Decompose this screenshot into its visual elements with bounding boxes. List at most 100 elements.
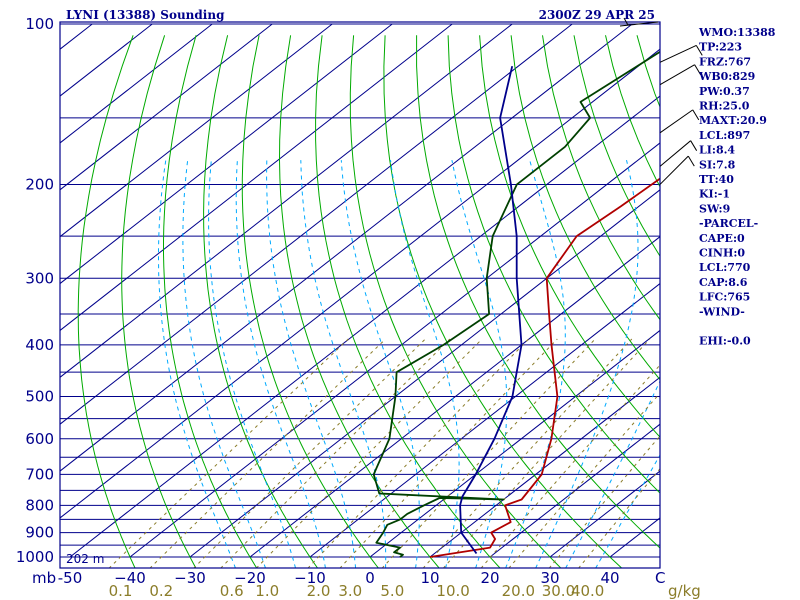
mixing-ratio-tick-label: 40.0	[571, 582, 604, 600]
pressure-tick-label: 800	[25, 496, 54, 514]
dry-adiabat-line	[121, 35, 197, 568]
dry-adiabat-line	[241, 35, 379, 568]
temperature-tick-label: −30	[174, 569, 206, 587]
wind-barb-staff	[619, 21, 659, 27]
mixing-ratio-tick-label: 2.0	[307, 582, 331, 600]
sounding-index: CINH:0	[699, 247, 745, 260]
pressure-unit-label: mb	[32, 569, 56, 587]
sounding-index: TT:40	[699, 173, 734, 186]
sounding-index: SI:7.8	[699, 158, 736, 171]
dry-adiabat-line	[163, 35, 258, 568]
sounding-index: MAXT:20.9	[699, 114, 767, 127]
moist-adiabat-line	[158, 160, 236, 568]
pressure-tick-label: 1000	[16, 548, 54, 566]
dry-adiabat-line	[278, 35, 440, 568]
mixing-ratio-line	[307, 338, 529, 568]
moist-adiabat-line	[390, 160, 460, 568]
sounding-index: -PARCEL-	[699, 217, 758, 230]
sounding-index: PW:0.37	[699, 85, 750, 98]
sounding-index: TP:223	[699, 41, 742, 54]
temperature-tick-label: −10	[294, 569, 326, 587]
wind-barb-staff	[659, 109, 694, 134]
valid-time: 2300Z 29 APR 25	[539, 8, 655, 22]
temperature-tick-label: 20	[480, 569, 499, 587]
mixing-ratio-line	[508, 392, 660, 568]
sounding-index: LFC:765	[699, 291, 750, 304]
wind-barb-flag	[695, 45, 703, 56]
sounding-index: WB0:829	[698, 70, 755, 83]
wind-barbs	[619, 17, 703, 185]
mixing-ratio-tick-label: 30.0	[542, 582, 575, 600]
mixing-ratio-line	[220, 338, 451, 568]
isotherm-line	[60, 23, 573, 425]
wind-barb-flag	[690, 140, 698, 151]
dry-adiabat-line	[510, 35, 660, 381]
wind-barb-staff	[659, 140, 691, 167]
pressure-tick-label: 900	[25, 524, 54, 542]
mixing-ratio-unit-label: g/kg	[668, 582, 701, 600]
isotherm-line	[60, 23, 513, 378]
sounding-index: EHI:-0.0	[699, 335, 751, 348]
temperature-tick-label: −20	[234, 569, 266, 587]
isotherm-line	[60, 23, 453, 332]
isotherm-line	[60, 48, 660, 519]
dry-adiabat-line	[315, 35, 501, 568]
wind-barb-staff	[659, 155, 689, 185]
mixing-ratio-line	[108, 338, 349, 568]
mixing-ratio-tick-label: 5.0	[380, 582, 404, 600]
temperature-trace	[429, 177, 660, 558]
dry-adiabat-line	[573, 35, 660, 258]
mixing-ratio-tick-label: 1.0	[255, 582, 279, 600]
moist-adiabat-line	[266, 160, 356, 568]
moist-adiabat-line	[505, 159, 566, 568]
dry-adiabat-line	[479, 35, 660, 438]
isotherm-line	[60, 23, 633, 472]
pressure-tick-label: 600	[25, 430, 54, 448]
pressure-tick-label: 200	[25, 175, 54, 193]
mixing-ratio-tick-label: 0.1	[109, 582, 133, 600]
temperature-tick-label: 10	[420, 569, 439, 587]
temperature-unit-label: C	[655, 569, 665, 587]
mixing-ratio-tick-label: 3.0	[338, 582, 362, 600]
wind-barb-staff	[659, 64, 695, 86]
mixing-ratio-line	[149, 338, 386, 568]
sounding-index: LCL:770	[699, 261, 751, 274]
mixing-ratio-tick-label: 20.0	[502, 582, 535, 600]
sounding-index: CAPE:0	[699, 232, 745, 245]
temperature-tick-label: 0	[365, 569, 375, 587]
pressure-tick-label: 400	[25, 336, 54, 354]
pressure-tick-label: 300	[25, 269, 54, 287]
plot-frame	[59, 21, 661, 569]
sounding-index: RH:25.0	[699, 100, 750, 113]
moist-adiabat-line	[235, 160, 326, 568]
dry-adiabat-line	[349, 35, 562, 568]
temperature-tick-label: −40	[114, 569, 146, 587]
sounding-index: CAP:8.6	[699, 276, 748, 289]
parcel-trace	[459, 65, 523, 555]
isotherm-line	[60, 23, 213, 144]
pressure-tick-label: 700	[25, 465, 54, 483]
pressure-tick-label: 100	[25, 15, 54, 33]
dry-adiabat-line	[77, 35, 136, 568]
chart-title: LYNI (13388) Sounding	[66, 8, 225, 22]
mixing-ratio-tick-label: 10.0	[436, 582, 469, 600]
sounding-index: SW:9	[699, 202, 730, 215]
moist-adiabat-line	[300, 160, 387, 568]
pressure-tick-label: 500	[25, 388, 54, 406]
isotherm-line	[129, 142, 660, 558]
mixing-ratio-tick-label: 0.2	[149, 582, 173, 600]
isotherm-line	[189, 189, 660, 558]
isotherm-line	[60, 23, 333, 238]
moist-adiabat-line	[565, 379, 660, 568]
isotherm-line	[60, 23, 393, 285]
dewpoint-trace	[372, 50, 660, 558]
moist-adiabat-line	[340, 160, 420, 568]
dry-adiabat-line	[383, 35, 623, 568]
mixing-ratio-line	[339, 338, 558, 568]
temperature-tick-label: -50	[58, 569, 83, 587]
mixing-ratio-line	[578, 468, 660, 568]
sounding-index: FRZ:767	[699, 55, 751, 68]
